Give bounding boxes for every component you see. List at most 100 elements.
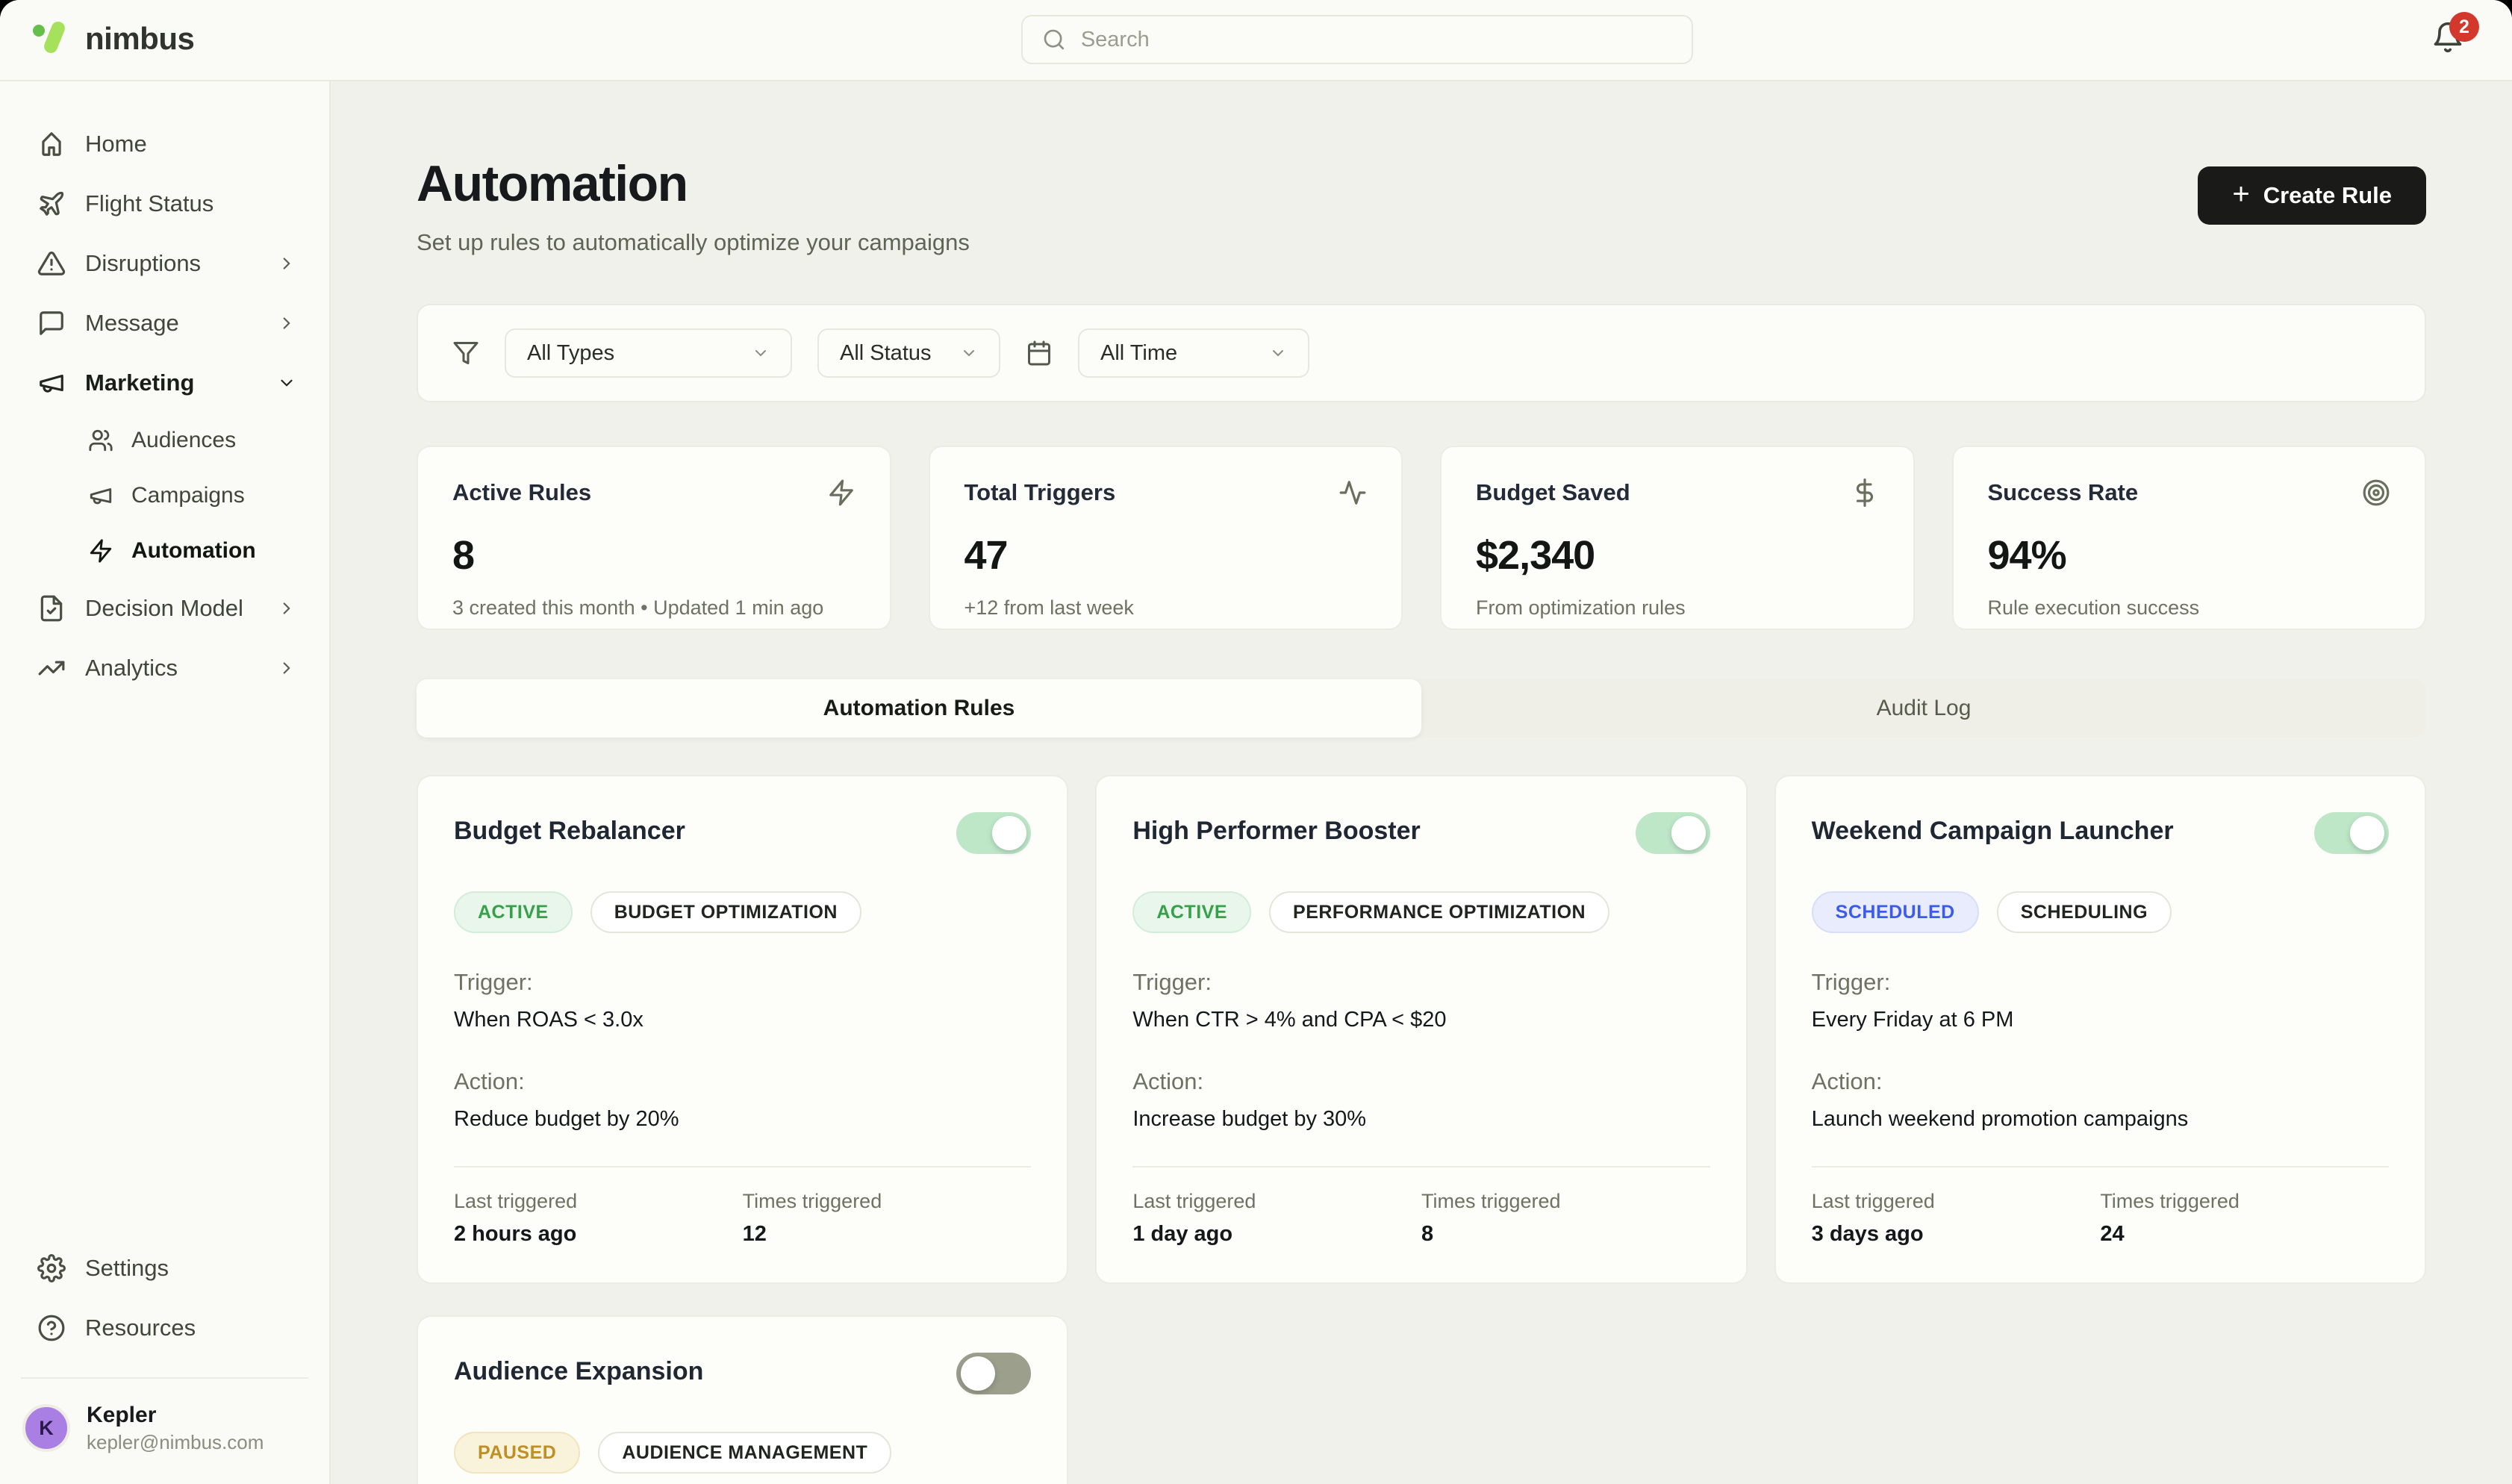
action-value: Launch weekend promotion campaigns: [1812, 1107, 2389, 1132]
plus-icon: +: [2232, 179, 2249, 209]
notifications-button[interactable]: 2: [2431, 21, 2467, 57]
stat-value: 47: [964, 532, 1368, 579]
zap-icon: [827, 478, 855, 507]
stats-row: Active Rules 8 3 created this month • Up…: [417, 446, 2426, 630]
sidebar-divider: [21, 1377, 308, 1379]
action-label: Action:: [454, 1068, 1031, 1095]
filter-type-select[interactable]: All Types: [505, 328, 792, 378]
sidebar-item-campaigns[interactable]: Campaigns: [16, 468, 313, 523]
chevron-down-icon: [1269, 344, 1287, 362]
activity-icon: [1338, 478, 1367, 507]
sidebar-item-automation[interactable]: Automation: [16, 523, 313, 579]
category-badge: SCHEDULING: [1997, 891, 2172, 933]
stat-value: 94%: [1988, 532, 2391, 579]
tab-audit-log[interactable]: Audit Log: [1421, 679, 2426, 738]
filter-time-select[interactable]: All Time: [1078, 328, 1309, 378]
help-circle-icon: [37, 1314, 66, 1342]
sidebar-item-decision-model[interactable]: Decision Model: [16, 579, 313, 638]
rule-title: Weekend Campaign Launcher: [1812, 817, 2174, 846]
status-badge: SCHEDULED: [1812, 891, 1979, 933]
times-triggered-label: Times triggered: [2100, 1190, 2389, 1213]
stat-subtext: Rule execution success: [1988, 596, 2391, 620]
trigger-label: Trigger:: [1132, 969, 1710, 996]
rule-toggle[interactable]: [1636, 812, 1710, 854]
calendar-icon: [1026, 340, 1053, 367]
gear-icon: [37, 1254, 66, 1282]
chevron-right-icon: [277, 254, 296, 273]
global-search[interactable]: [1021, 15, 1693, 64]
topbar: nimbus 2: [0, 0, 2512, 81]
trending-up-icon: [37, 654, 66, 682]
rule-toggle[interactable]: [2314, 812, 2389, 854]
target-icon: [2362, 478, 2390, 507]
rules-grid: Budget Rebalancer ACTIVE BUDGET OPTIMIZA…: [417, 775, 2426, 1484]
action-label: Action:: [1812, 1068, 2389, 1095]
chevron-down-icon: [960, 344, 978, 362]
sidebar-item-marketing[interactable]: Marketing: [16, 353, 313, 413]
times-triggered-label: Times triggered: [1421, 1190, 1710, 1213]
user-profile[interactable]: K Kepler kepler@nimbus.com: [16, 1398, 313, 1455]
rule-toggle[interactable]: [956, 812, 1031, 854]
main-content: Automation Set up rules to automatically…: [331, 80, 2512, 1484]
megaphone-icon: [88, 483, 113, 508]
filter-bar: All Types All Status All Time: [417, 304, 2426, 402]
page-title: Automation: [417, 155, 970, 213]
last-triggered-value: 1 day ago: [1132, 1222, 1421, 1247]
filter-status-select[interactable]: All Status: [817, 328, 1000, 378]
stat-card-budget-saved: Budget Saved $2,340 From optimization ru…: [1440, 446, 1915, 630]
trigger-label: Trigger:: [1812, 969, 2389, 996]
category-badge: BUDGET OPTIMIZATION: [590, 891, 861, 933]
rule-toggle[interactable]: [956, 1353, 1031, 1394]
user-email: kepler@nimbus.com: [87, 1431, 264, 1454]
sidebar-item-home[interactable]: Home: [16, 114, 313, 174]
rule-card-budget-rebalancer: Budget Rebalancer ACTIVE BUDGET OPTIMIZA…: [417, 775, 1068, 1284]
times-triggered-label: Times triggered: [743, 1190, 1032, 1213]
notification-count-badge: 2: [2449, 12, 2479, 42]
stat-card-active-rules: Active Rules 8 3 created this month • Up…: [417, 446, 891, 630]
brand-logo[interactable]: nimbus: [33, 18, 194, 60]
brand-name: nimbus: [85, 21, 194, 57]
times-triggered-value: 24: [2100, 1222, 2389, 1247]
trigger-value: When ROAS < 3.0x: [454, 1008, 1031, 1032]
create-rule-button[interactable]: + Create Rule: [2198, 166, 2426, 225]
sidebar-item-analytics[interactable]: Analytics: [16, 638, 313, 698]
action-label: Action:: [1132, 1068, 1710, 1095]
sidebar-item-settings[interactable]: Settings: [16, 1238, 313, 1298]
stat-value: 8: [452, 532, 855, 579]
filter-funnel-icon: [452, 340, 479, 367]
times-triggered-value: 8: [1421, 1222, 1710, 1247]
tab-bar: Automation Rules Audit Log: [417, 679, 2426, 738]
sidebar: Home Flight Status Disruptions Message M…: [0, 80, 331, 1484]
sidebar-item-message[interactable]: Message: [16, 293, 313, 353]
nimbus-logo-icon: [33, 18, 72, 60]
rule-title: High Performer Booster: [1132, 817, 1420, 846]
tab-automation-rules[interactable]: Automation Rules: [417, 679, 1421, 738]
avatar: K: [22, 1404, 70, 1452]
chevron-right-icon: [277, 658, 296, 678]
last-triggered-label: Last triggered: [1812, 1190, 2101, 1213]
alert-triangle-icon: [37, 249, 66, 278]
times-triggered-value: 12: [743, 1222, 1032, 1247]
megaphone-icon: [37, 369, 66, 397]
sidebar-item-disruptions[interactable]: Disruptions: [16, 234, 313, 293]
search-input[interactable]: [1079, 27, 1672, 53]
sidebar-item-flight-status[interactable]: Flight Status: [16, 174, 313, 234]
trigger-value: When CTR > 4% and CPA < $20: [1132, 1008, 1710, 1032]
sidebar-item-audiences[interactable]: Audiences: [16, 413, 313, 468]
last-triggered-label: Last triggered: [454, 1190, 743, 1213]
trigger-value: Every Friday at 6 PM: [1812, 1008, 2389, 1032]
chevron-down-icon: [752, 344, 770, 362]
category-badge: AUDIENCE MANAGEMENT: [598, 1432, 891, 1474]
rule-card-audience-expansion: Audience Expansion PAUSED AUDIENCE MANAG…: [417, 1315, 1068, 1484]
stat-subtext: From optimization rules: [1476, 596, 1879, 620]
stat-subtext: +12 from last week: [964, 596, 1368, 620]
rule-title: Budget Rebalancer: [454, 817, 685, 846]
sidebar-item-resources[interactable]: Resources: [16, 1298, 313, 1358]
rule-card-high-performer-booster: High Performer Booster ACTIVE PERFORMANC…: [1095, 775, 1747, 1284]
zap-icon: [88, 538, 113, 564]
home-icon: [37, 130, 66, 158]
document-check-icon: [37, 594, 66, 623]
action-value: Increase budget by 30%: [1132, 1107, 1710, 1132]
dollar-icon: [1851, 478, 1879, 507]
status-badge: ACTIVE: [1132, 891, 1251, 933]
